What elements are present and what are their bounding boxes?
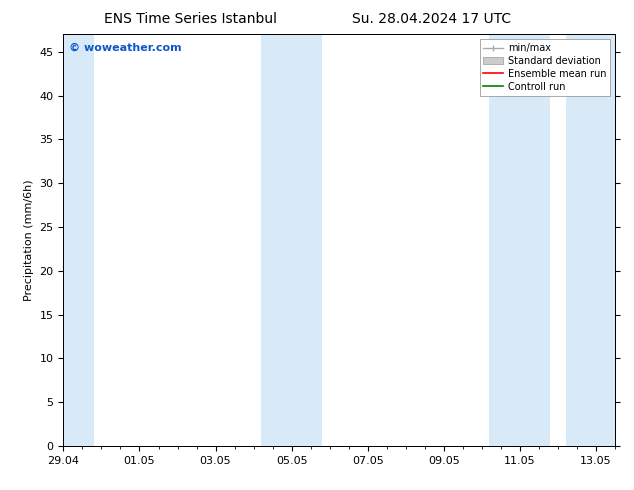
Bar: [261, 34, 322, 446]
Text: Su. 28.04.2024 17 UTC: Su. 28.04.2024 17 UTC: [352, 12, 510, 26]
Y-axis label: Precipitation (mm/6h): Precipitation (mm/6h): [24, 179, 34, 301]
Text: © woweather.com: © woweather.com: [69, 43, 181, 52]
Text: ENS Time Series Istanbul: ENS Time Series Istanbul: [104, 12, 276, 26]
Bar: [566, 34, 615, 446]
Legend: min/max, Standard deviation, Ensemble mean run, Controll run: min/max, Standard deviation, Ensemble me…: [479, 39, 610, 96]
Bar: [489, 34, 550, 446]
Bar: [56, 34, 94, 446]
